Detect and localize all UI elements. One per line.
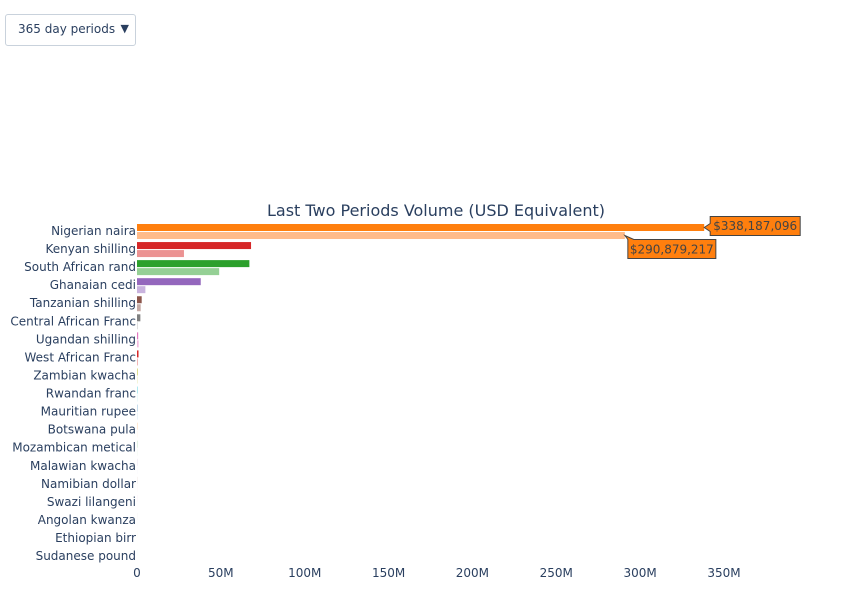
bar-latest-8[interactable] xyxy=(137,368,138,376)
y-tick-label: Namibian dollar xyxy=(41,477,136,491)
y-tick-label: Central African Franc xyxy=(10,314,136,328)
y-tick-label: South African rand xyxy=(24,260,136,274)
y-tick-label: Tanzanian shilling xyxy=(29,296,136,310)
x-tick-label: 300M xyxy=(624,566,657,580)
x-tick-label: 50M xyxy=(208,566,234,580)
x-tick-label: 250M xyxy=(540,566,573,580)
bar-latest-3[interactable] xyxy=(137,278,201,286)
bar-latest-5[interactable] xyxy=(137,314,141,322)
bar-previous-6[interactable] xyxy=(137,340,139,348)
annotation-previous: $290,879,217 xyxy=(623,234,717,259)
bar-latest-0[interactable] xyxy=(137,224,705,231)
bar-latest-2[interactable] xyxy=(137,260,250,268)
bar-latest-6[interactable] xyxy=(137,332,139,340)
chart-title: Last Two Periods Volume (USD Equivalent) xyxy=(267,201,605,220)
bar-previous-4[interactable] xyxy=(137,304,141,312)
y-tick-label: Nigerian naira xyxy=(51,224,136,238)
bar-previous-5[interactable] xyxy=(137,322,138,330)
y-tick-label: Angolan kwanza xyxy=(38,513,136,527)
y-tick-label: Malawian kwacha xyxy=(30,459,136,473)
y-tick-label: West African Franc xyxy=(25,350,136,364)
bar-latest-1[interactable] xyxy=(137,242,252,250)
annotation-latest-box xyxy=(703,216,801,236)
x-tick-label: 100M xyxy=(288,566,321,580)
y-tick-label: Ghanaian cedi xyxy=(50,278,136,292)
x-tick-label: 0 xyxy=(133,566,141,580)
chevron-down-icon: ▼ xyxy=(120,22,129,35)
y-tick-label: Zambian kwacha xyxy=(33,368,136,382)
y-tick-label: Sudanese pound xyxy=(36,549,136,563)
bar-previous-0[interactable] xyxy=(137,232,625,239)
period-dropdown[interactable]: 365 day periods ▼ xyxy=(5,14,136,46)
period-dropdown-label: 365 day periods xyxy=(18,22,116,36)
annotation-latest-text: $338,187,096 xyxy=(713,219,797,233)
annotation-latest: $338,187,096 xyxy=(703,216,801,236)
bar-previous-7[interactable] xyxy=(137,358,138,366)
y-tick-label: Mozambican metical xyxy=(12,441,136,455)
annotation-previous-box xyxy=(623,234,717,259)
bar-previous-3[interactable] xyxy=(137,286,146,294)
x-tick-label: 350M xyxy=(707,566,740,580)
y-tick-label: Kenyan shilling xyxy=(45,242,136,256)
y-tick-label: Mauritian rupee xyxy=(41,405,136,419)
bar-latest-7[interactable] xyxy=(137,350,139,358)
y-tick-label: Ugandan shilling xyxy=(36,332,136,346)
x-tick-label: 150M xyxy=(372,566,405,580)
y-tick-label: Rwandan franc xyxy=(46,387,136,401)
bar-previous-1[interactable] xyxy=(137,250,184,258)
y-tick-label: Botswana pula xyxy=(48,423,136,437)
bar-latest-4[interactable] xyxy=(137,296,142,304)
y-tick-label: Ethiopian birr xyxy=(55,531,136,545)
annotation-previous-text: $290,879,217 xyxy=(630,243,714,257)
bar-previous-2[interactable] xyxy=(137,268,220,276)
x-tick-label: 200M xyxy=(456,566,489,580)
y-tick-label: Swazi lilangeni xyxy=(47,495,136,509)
